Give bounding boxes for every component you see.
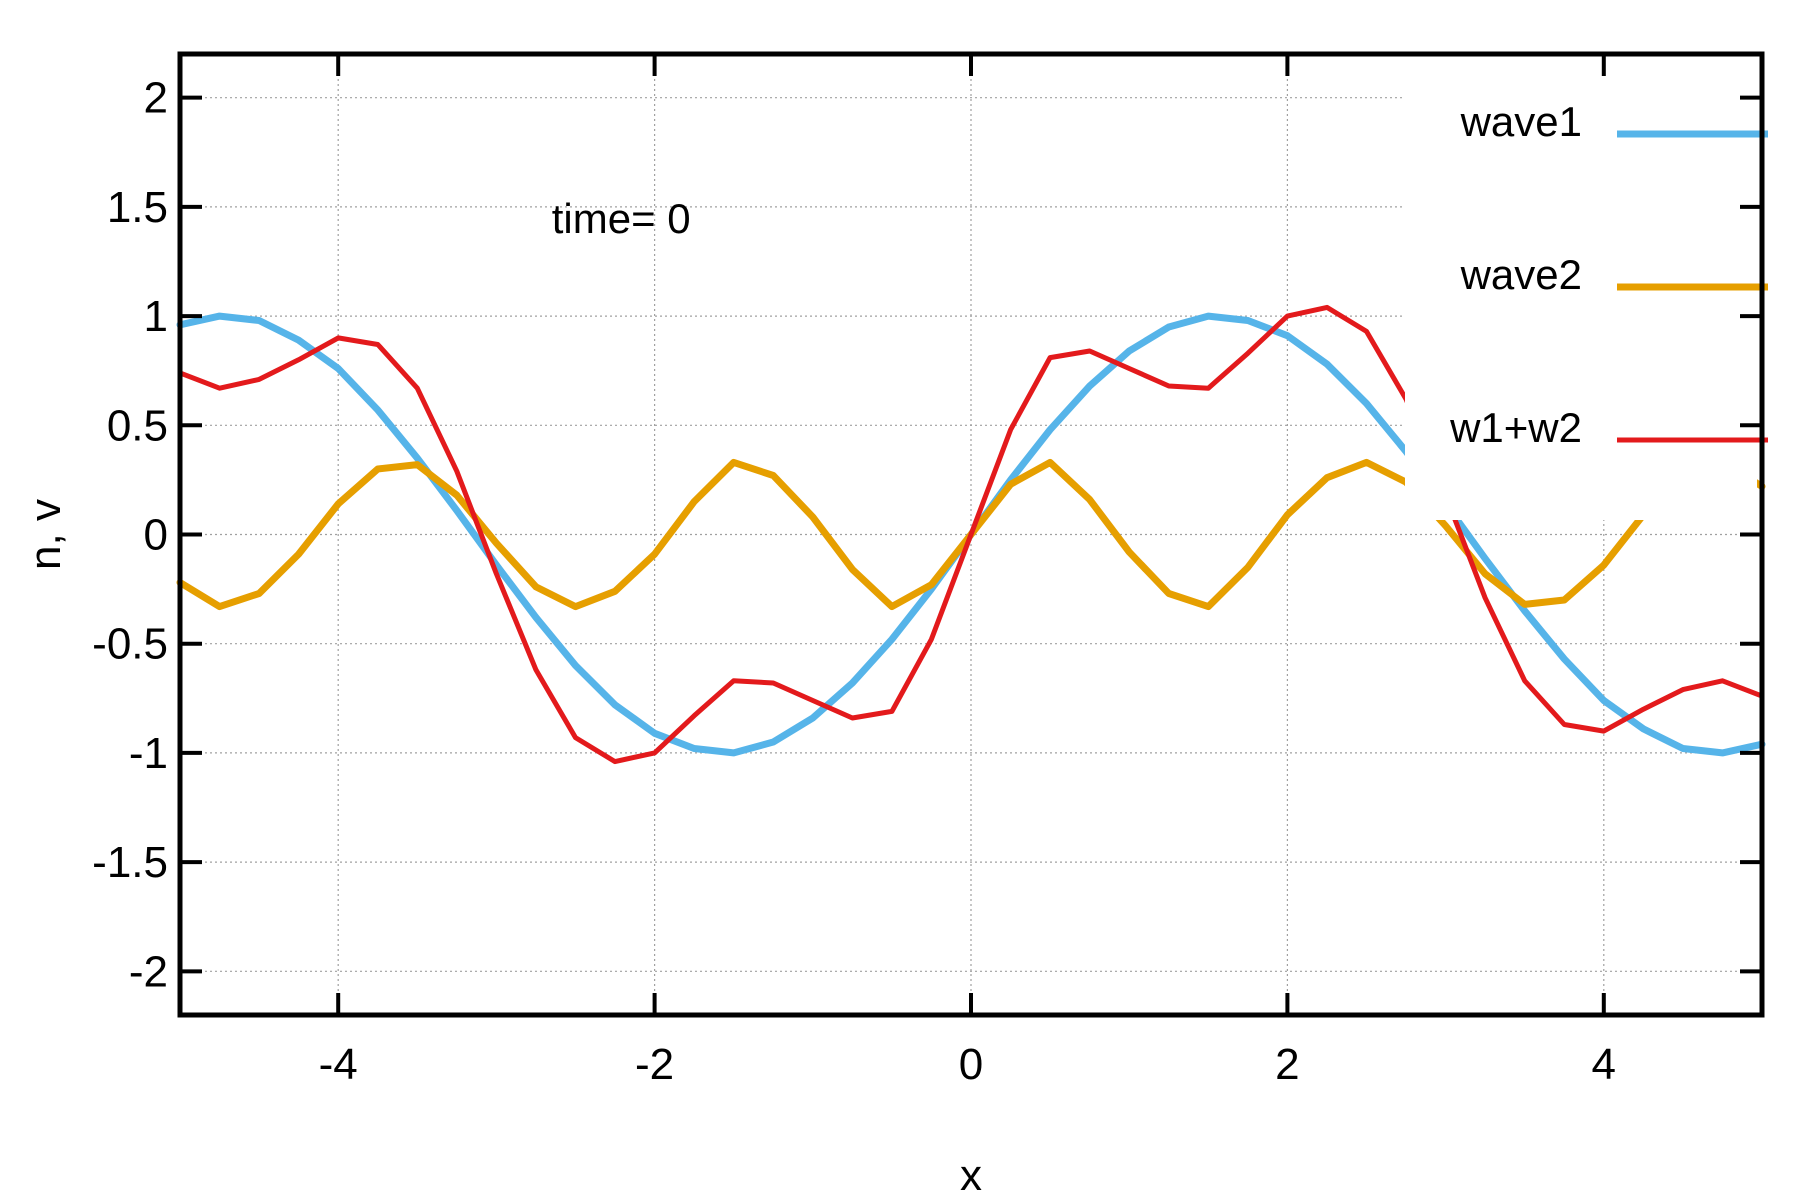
legend-box <box>1405 70 1757 520</box>
x-tick-label: 4 <box>1592 1040 1616 1089</box>
y-tick-label: 0 <box>144 511 168 560</box>
x-tick-label: 0 <box>959 1040 983 1089</box>
plot-series <box>176 304 1766 765</box>
x-tick-label: 2 <box>1275 1040 1299 1089</box>
y-tick-label: 2 <box>144 74 168 123</box>
series-line-w1-w2 <box>177 304 1765 765</box>
y-tick-label: -2 <box>129 947 168 996</box>
time-annotation: time= 0 <box>552 195 691 242</box>
legend: wave1 wave2 w1+w2 <box>1405 70 1768 520</box>
y-axis-label: n, v <box>21 499 70 570</box>
y-tick-label: 1.5 <box>107 183 168 232</box>
legend-label: wave2 <box>1460 251 1582 298</box>
legend-label: w1+w2 <box>1449 404 1582 451</box>
y-tick-label: 0.5 <box>107 401 168 450</box>
x-axis-label: x <box>960 1151 982 1200</box>
y-tick-label: -1.5 <box>92 838 168 887</box>
y-tick-label: -1 <box>129 729 168 778</box>
x-tick-label: -4 <box>319 1040 358 1089</box>
y-tick-label: -0.5 <box>92 620 168 669</box>
y-tick-label: 1 <box>144 292 168 341</box>
x-tick-label: -2 <box>635 1040 674 1089</box>
axis-ticks: -4 -2 0 2 4 2 1.5 1 0.5 0 -0.5 -1 -1.5 -2 <box>92 54 1762 1089</box>
legend-label: wave1 <box>1460 98 1582 145</box>
